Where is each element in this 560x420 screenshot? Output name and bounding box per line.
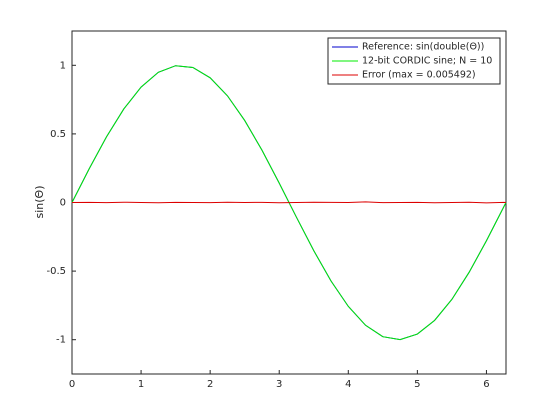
- legend-label: Error (max = 0.005492): [362, 70, 476, 81]
- y-tick-label: 0.5: [50, 129, 66, 140]
- y-axis-label: sin(Θ): [33, 186, 46, 219]
- x-tick-label: 3: [276, 379, 282, 390]
- x-tick-label: 0: [69, 379, 75, 390]
- x-tick-label: 1: [138, 379, 144, 390]
- legend-label: Reference: sin(double(Θ)): [362, 42, 484, 53]
- x-tick-label: 2: [207, 379, 213, 390]
- x-tick-label: 6: [483, 379, 489, 390]
- y-tick-label: 0: [60, 198, 66, 209]
- y-tick-label: -0.5: [46, 266, 66, 277]
- y-tick-label: -1: [56, 335, 66, 346]
- y-tick-label: 1: [60, 60, 66, 71]
- series-line: [71, 65, 507, 341]
- x-tick-label: 4: [345, 379, 351, 390]
- legend-label: 12-bit CORDIC sine; N = 10: [362, 56, 492, 67]
- series-line: [71, 201, 507, 204]
- x-tick-label: 5: [414, 379, 420, 390]
